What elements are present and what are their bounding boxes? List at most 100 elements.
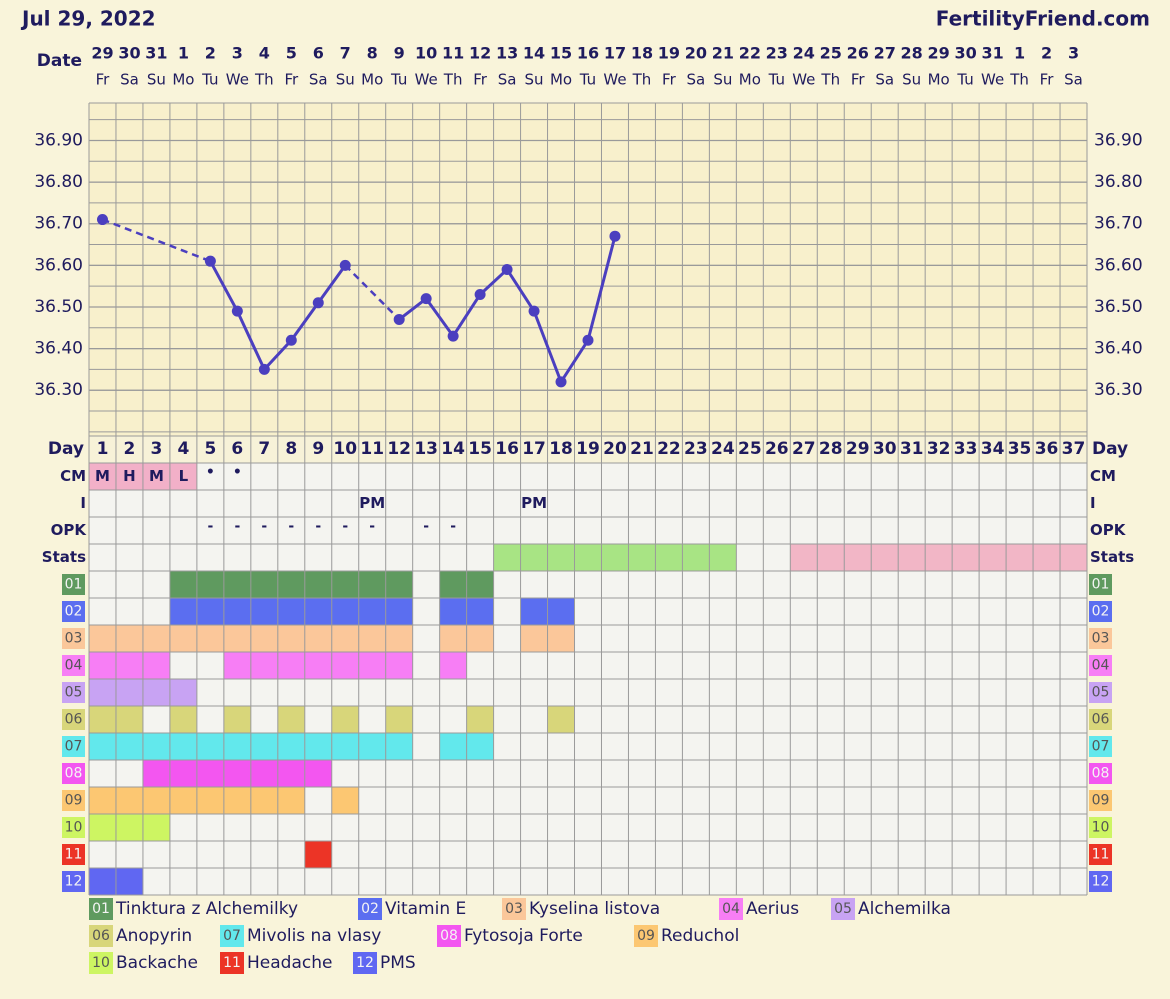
item-code: 11 <box>1092 847 1110 863</box>
item-cell <box>277 733 305 760</box>
cm-cell <box>142 463 170 490</box>
item-cell <box>169 733 197 760</box>
item-cell <box>304 841 332 868</box>
temperature-point <box>420 293 432 305</box>
weekday-label: Tu <box>201 71 218 89</box>
item-code: 02 <box>1092 604 1110 620</box>
item-code: 11 <box>65 847 83 863</box>
y-tick-label: 36.90 <box>34 130 83 150</box>
y-tick-label: 36.90 <box>1094 130 1143 150</box>
item-cell <box>89 706 116 733</box>
item-cell <box>223 706 251 733</box>
row-label: I <box>1090 494 1096 512</box>
item-code: 04 <box>1092 658 1110 674</box>
weekday-label: Th <box>443 71 463 89</box>
item-code: 09 <box>65 793 83 809</box>
item-cell <box>250 787 278 814</box>
day-number: 13 <box>414 439 438 459</box>
date-label: 3 <box>1068 44 1079 63</box>
legend-label: PMS <box>380 953 416 973</box>
day-number: 14 <box>441 439 465 459</box>
date-label: 3 <box>232 44 243 63</box>
item-cell <box>358 571 386 598</box>
day-number: 34 <box>981 439 1005 459</box>
day-number: 26 <box>765 439 789 459</box>
item-cell <box>115 868 143 895</box>
item-code-box <box>62 574 85 595</box>
legend-box <box>89 925 113 947</box>
legend-code: 04 <box>722 901 740 917</box>
legend-box <box>831 898 855 920</box>
item-code-box <box>1089 655 1112 676</box>
date-label: 6 <box>313 44 324 63</box>
item-cell <box>277 571 305 598</box>
day-row-bg <box>89 436 1087 463</box>
item-cell <box>277 652 305 679</box>
date-label: 11 <box>442 44 464 63</box>
row-value: - <box>450 519 456 535</box>
item-code-box <box>1089 682 1112 703</box>
item-code-box <box>1089 601 1112 622</box>
item-cell <box>196 598 224 625</box>
date-label: 29 <box>91 44 113 63</box>
date-label: 30 <box>954 44 976 63</box>
weekday-label: Th <box>820 71 840 89</box>
date-label: 27 <box>874 44 896 63</box>
date-label: 16 <box>577 44 599 63</box>
item-cell <box>115 679 143 706</box>
row-value: - <box>288 519 294 535</box>
date-label: 19 <box>658 44 680 63</box>
weekday-label: Tu <box>390 71 407 89</box>
stats-cell <box>709 544 737 571</box>
row-value: - <box>207 519 213 535</box>
legend-code: 10 <box>92 955 110 971</box>
date-label: 28 <box>901 44 923 63</box>
item-cell <box>89 679 116 706</box>
day-number: 28 <box>819 439 843 459</box>
weekday-label: Sa <box>1064 71 1083 89</box>
y-tick-label: 36.80 <box>34 172 83 192</box>
date-label: 23 <box>766 44 788 63</box>
row-value: - <box>369 519 375 535</box>
item-cell <box>142 733 170 760</box>
row-label: Stats <box>1090 548 1134 566</box>
legend-label: Alchemilka <box>858 899 951 919</box>
weekday-label: Tu <box>768 71 785 89</box>
legend-code: 12 <box>356 955 374 971</box>
item-cell <box>304 760 332 787</box>
row-label: CM <box>1090 467 1116 485</box>
row-value: • <box>206 465 215 481</box>
row-label: Stats <box>42 548 86 566</box>
weekday-label: Su <box>713 71 732 89</box>
temperature-point <box>447 330 459 342</box>
day-number: 7 <box>258 439 270 459</box>
day-number: 2 <box>124 439 136 459</box>
cm-cell <box>115 463 143 490</box>
legend-label: Reduchol <box>661 926 739 946</box>
stats-cell <box>601 544 629 571</box>
date-label: 1 <box>178 44 189 63</box>
item-code: 05 <box>1092 685 1110 701</box>
item-cell <box>385 625 413 652</box>
stats-cell <box>979 544 1007 571</box>
date-label: 1 <box>1014 44 1025 63</box>
stats-cell <box>817 544 845 571</box>
day-number: 32 <box>927 439 951 459</box>
row-value: - <box>315 519 321 535</box>
item-cell <box>277 706 305 733</box>
legend-label: Aerius <box>746 899 799 919</box>
weekday-label: Sa <box>498 71 517 89</box>
item-cell <box>439 598 467 625</box>
weekday-label: Su <box>147 71 166 89</box>
weekday-label: Fr <box>851 71 866 89</box>
day-number: 37 <box>1062 439 1086 459</box>
weekday-label: Tu <box>579 71 596 89</box>
day-label: Day <box>1092 439 1128 459</box>
row-value: M <box>149 467 164 485</box>
item-code-box <box>1089 709 1112 730</box>
row-value: • <box>233 465 242 481</box>
item-cell <box>89 733 116 760</box>
date-label: 30 <box>118 44 140 63</box>
plot-area <box>89 103 1087 436</box>
